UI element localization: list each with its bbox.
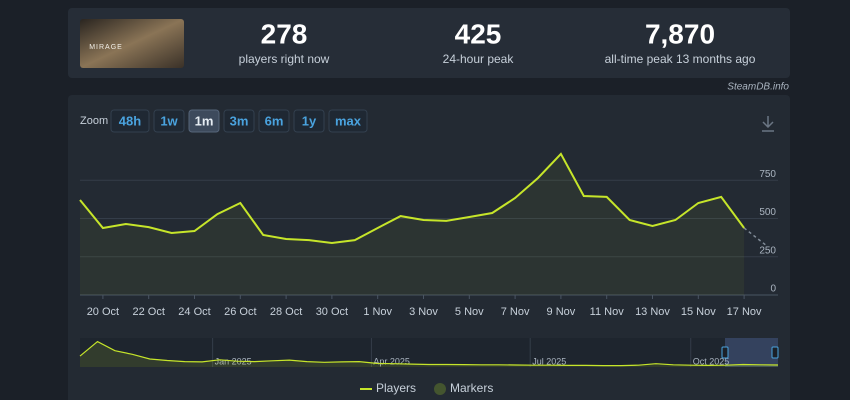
- navigator-tick-label: Oct 2025: [693, 356, 730, 366]
- game-thumbnail: [80, 19, 184, 68]
- x-tick-label: 1 Nov: [363, 306, 392, 318]
- y-tick-label: 0: [770, 284, 776, 295]
- x-tick-label: 7 Nov: [501, 306, 530, 318]
- x-tick-label: 11 Nov: [590, 306, 625, 318]
- legend-label: Markers: [450, 381, 493, 395]
- x-tick-label: 26 Oct: [224, 306, 256, 318]
- y-tick-label: 250: [759, 245, 776, 256]
- x-tick-label: 17 Nov: [727, 306, 762, 318]
- x-tick-label: 5 Nov: [455, 306, 484, 318]
- zoom-button-label[interactable]: 6m: [265, 113, 284, 128]
- navigator-selection[interactable]: [725, 338, 778, 367]
- zoom-button[interactable]: [258, 109, 290, 133]
- x-tick-label: 20 Oct: [87, 306, 119, 318]
- navigator-tick-label: Jul 2025: [532, 356, 566, 366]
- stat-value: 425: [455, 18, 502, 49]
- stats-panel: [68, 8, 790, 78]
- x-tick-label: 3 Nov: [409, 306, 438, 318]
- stat-label: all-time peak 13 months ago: [605, 52, 756, 66]
- navigator-line: [79, 340, 779, 367]
- x-tick-label: 15 Nov: [681, 306, 716, 318]
- y-tick-label: 500: [759, 207, 776, 218]
- zoom-button-label[interactable]: 1y: [302, 113, 317, 128]
- zoom-button-label[interactable]: 1m: [195, 113, 214, 128]
- stat-value: 7,870: [645, 18, 715, 49]
- navigator-area: [80, 341, 778, 367]
- navigator-handle[interactable]: [771, 346, 779, 359]
- download-icon[interactable]: [762, 116, 774, 132]
- series-area: [80, 153, 745, 295]
- x-tick-label: 28 Oct: [270, 306, 302, 318]
- game-logo-text: MIRAGE: [89, 44, 123, 51]
- zoom-button[interactable]: [223, 109, 255, 133]
- stat-label: 24-hour peak: [443, 52, 515, 66]
- legend-label: Players: [376, 381, 416, 395]
- series-line: [79, 152, 745, 245]
- x-tick-label: 30 Oct: [316, 306, 348, 318]
- navigator-handle[interactable]: [721, 346, 729, 359]
- chart-panel: [68, 95, 790, 400]
- stat-value: 278: [261, 18, 308, 49]
- zoom-button[interactable]: [110, 109, 150, 133]
- zoom-button[interactable]: [188, 109, 220, 133]
- zoom-button[interactable]: [153, 109, 185, 133]
- zoom-button-label[interactable]: 1w: [160, 113, 178, 128]
- x-tick-label: 22 Oct: [132, 306, 164, 318]
- y-tick-label: 750: [759, 169, 776, 180]
- legend-swatch: [434, 383, 446, 395]
- zoom-button-label[interactable]: max: [335, 113, 362, 128]
- source: SteamDB.info: [727, 82, 789, 93]
- zoom-button-label[interactable]: 3m: [230, 113, 249, 128]
- zoom-button[interactable]: [328, 109, 368, 133]
- x-tick-label: 24 Oct: [178, 306, 210, 318]
- zoom-button-label[interactable]: 48h: [119, 113, 141, 128]
- zoom-label: Zoom: [80, 115, 108, 127]
- zoom-button[interactable]: [293, 109, 325, 133]
- x-tick-label: 13 Nov: [635, 306, 670, 318]
- navigator-tick-label: Apr 2025: [373, 356, 410, 366]
- x-tick-label: 9 Nov: [547, 306, 576, 318]
- series-line-partial: [743, 227, 768, 247]
- stat-label: players right now: [239, 52, 330, 66]
